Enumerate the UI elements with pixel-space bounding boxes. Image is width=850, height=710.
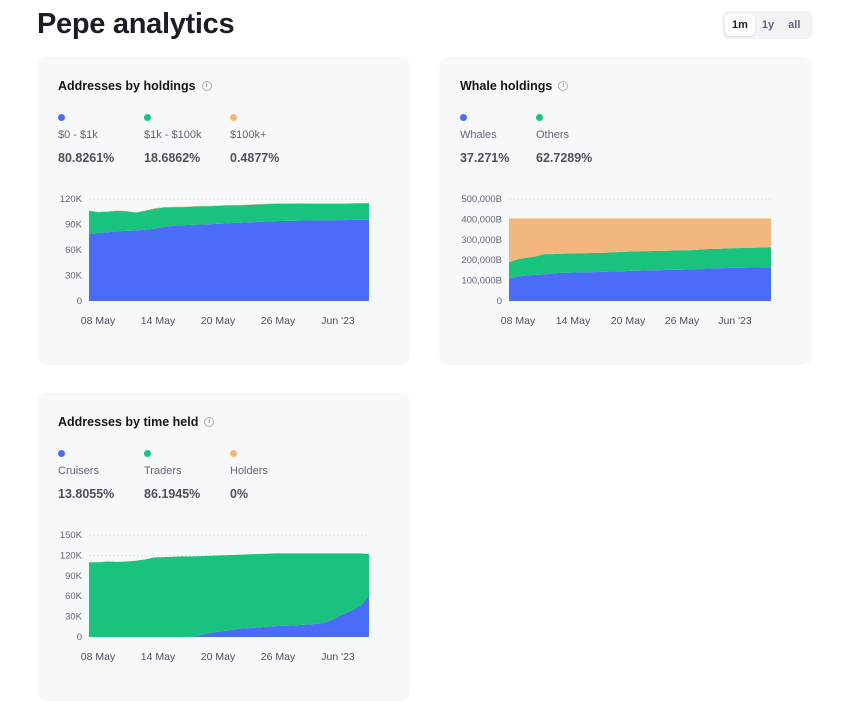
legend-item: Traders 86.1945% (144, 449, 230, 501)
card-title: Addresses by time held i (58, 415, 215, 429)
legend-item: Whales 37.271% (460, 113, 536, 165)
legend-label: Cruisers (58, 465, 99, 477)
card-title-text: Addresses by holdings (58, 79, 196, 93)
y-tick-label: 100,000B (461, 276, 502, 287)
page-title: Pepe analytics (37, 8, 235, 40)
x-tick-label: 26 May (665, 315, 700, 327)
card-title: Addresses by holdings i (58, 79, 212, 93)
range-tab-1y[interactable]: 1y (761, 19, 775, 31)
x-tick-label: 20 May (611, 315, 646, 327)
legend-item: $100k+ 0.4877% (230, 113, 316, 165)
x-tick-label: 20 May (201, 315, 236, 327)
y-tick-label: 90K (65, 220, 83, 231)
area-series-traders (89, 553, 369, 637)
legend-value: 0% (230, 487, 249, 501)
legend-dot (144, 114, 151, 121)
x-tick-label: Jun '23 (321, 315, 355, 327)
legend-item: $0 - $1k 80.8261% (58, 113, 144, 165)
info-icon[interactable]: i (201, 81, 212, 91)
legend-label: Holders (230, 465, 268, 477)
info-icon[interactable]: i (204, 417, 215, 427)
x-tick-label: Jun '23 (718, 315, 752, 327)
card-addresses-by-time-held: Addresses by time held i Cruisers 13.805… (37, 393, 410, 701)
legend-value: 80.8261% (58, 151, 115, 165)
info-icon[interactable]: i (558, 81, 569, 91)
y-tick-label: 200,000B (461, 255, 502, 266)
range-tabs: 1m 1y all (722, 11, 813, 39)
legend-value: 13.8055% (58, 487, 115, 501)
y-tick-label: 300,000B (461, 235, 502, 246)
y-tick-label: 60K (65, 591, 83, 602)
area-series-1k-100k (89, 203, 369, 234)
legend-value: 0.4877% (230, 151, 280, 165)
area-series-whales (509, 267, 771, 301)
legend-label: $100k+ (230, 129, 267, 141)
x-tick-label: 08 May (81, 651, 116, 663)
y-tick-label: 30K (65, 271, 83, 282)
legend-dot (58, 114, 65, 121)
legend-dot (230, 450, 237, 457)
card-whale-holdings: Whale holdings i Whales 37.271% Others 6… (439, 57, 812, 365)
range-tab-1m[interactable]: 1m (725, 14, 755, 36)
x-tick-label: 14 May (141, 651, 176, 663)
legend: Cruisers 13.8055% Traders 86.1945% Holde… (58, 449, 316, 501)
legend-value: 86.1945% (144, 487, 201, 501)
x-tick-label: 20 May (201, 651, 236, 663)
range-tab-all[interactable]: all (788, 19, 801, 31)
y-tick-label: 60K (65, 245, 83, 256)
legend-dot (536, 114, 543, 121)
y-tick-label: 150K (60, 530, 83, 541)
legend-item: Cruisers 13.8055% (58, 449, 144, 501)
legend-label: Traders (144, 465, 182, 477)
card-addresses-by-holdings: Addresses by holdings i $0 - $1k 80.8261… (37, 57, 410, 365)
card-title-text: Whale holdings (460, 79, 553, 93)
legend: $0 - $1k 80.8261% $1k - $100k 18.6862% $… (58, 113, 316, 165)
legend-item: Others 62.7289% (536, 113, 622, 165)
legend-dot (230, 114, 237, 121)
chart-whale-holdings[interactable]: 0 100,000B 200,000B 300,000B 400,000B 500,000… (439, 177, 812, 342)
y-tick-label: 0 (77, 632, 82, 643)
area-series-0-1k (89, 219, 369, 301)
x-tick-label: 14 May (556, 315, 591, 327)
y-tick-label: 0 (497, 296, 502, 307)
x-tick-label: 26 May (261, 315, 296, 327)
legend-dot (460, 114, 467, 121)
legend-dot (58, 450, 65, 457)
card-title: Whale holdings i (460, 79, 569, 93)
y-tick-label: 400,000B (461, 214, 502, 225)
y-tick-label: 90K (65, 571, 83, 582)
legend: Whales 37.271% Others 62.7289% (460, 113, 622, 165)
legend-label: $1k - $100k (144, 129, 202, 141)
chart-addresses-by-time-held[interactable]: 0 30K 60K 90K 120K 150K 08 May 14 May 20 May 26 M… (37, 513, 410, 678)
legend-dot (144, 450, 151, 457)
x-tick-label: 08 May (501, 315, 536, 327)
y-tick-label: 30K (65, 612, 83, 623)
area-series-series (509, 218, 771, 263)
card-title-text: Addresses by time held (58, 415, 199, 429)
legend-label: Whales (460, 129, 497, 141)
legend-label: $0 - $1k (58, 129, 98, 141)
x-tick-label: 14 May (141, 315, 176, 327)
area-series-cruisers (89, 596, 369, 637)
x-tick-label: 26 May (261, 651, 296, 663)
legend-item: Holders 0% (230, 449, 316, 501)
chart-addresses-by-holdings[interactable]: 0 30K 60K 90K 120K 08 May 14 May 20 May 26 May Ju… (37, 177, 410, 342)
area-series-others (509, 247, 771, 279)
y-tick-label: 0 (77, 296, 82, 307)
y-tick-label: 120K (60, 194, 83, 205)
legend-label: Others (536, 129, 570, 141)
y-tick-label: 500,000B (461, 194, 502, 205)
legend-value: 62.7289% (536, 151, 593, 165)
y-tick-label: 120K (60, 550, 83, 561)
legend-value: 18.6862% (144, 151, 201, 165)
x-tick-label: Jun '23 (321, 651, 355, 663)
legend-value: 37.271% (460, 151, 510, 165)
area-series-100k (89, 202, 369, 213)
x-tick-label: 08 May (81, 315, 116, 327)
legend-item: $1k - $100k 18.6862% (144, 113, 230, 165)
